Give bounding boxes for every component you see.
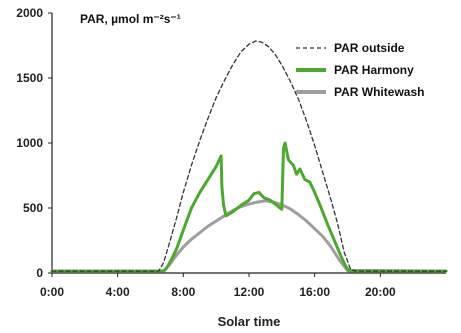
legend-label: PAR Harmony (334, 63, 414, 77)
x-tick-label: 0:00 (40, 285, 64, 299)
legend-label: PAR Whitewash (334, 85, 424, 99)
y-tick-label: 0 (36, 266, 43, 280)
series-line-par-whitewash (50, 199, 448, 273)
y-tick-label: 2000 (16, 6, 43, 20)
x-tick-label: 8:00 (171, 285, 195, 299)
axes: 0:00 4:00 8:00 12:00 16:00 20:00 0 500 1000 1500… (16, 6, 446, 299)
x-tick-label: 12:00 (234, 285, 265, 299)
x-tick-label: 16:00 (299, 285, 330, 299)
x-axis-ticks: 0:00 4:00 8:00 12:00 16:00 20:00 (40, 273, 396, 299)
y-axis-ticks: 0 500 1000 1500 2000 (16, 6, 52, 280)
legend: PAR outside PAR Harmony PAR Whitewash (296, 41, 424, 99)
y-tick-label: 500 (23, 201, 43, 215)
y-tick-label: 1500 (16, 71, 43, 85)
legend-label: PAR outside (334, 41, 405, 55)
y-tick-label: 1000 (16, 136, 43, 150)
series-line-par-harmony (50, 141, 448, 273)
x-tick-label: 20:00 (365, 285, 396, 299)
x-tick-label: 4:00 (106, 285, 130, 299)
x-axis-title: Solar time (218, 314, 281, 329)
series-line-par-outside (51, 40, 447, 272)
chart-title: PAR, µmol m⁻²s⁻¹ (80, 12, 181, 26)
series-lines (50, 40, 448, 273)
